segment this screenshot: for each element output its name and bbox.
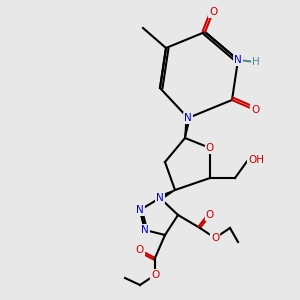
Text: O: O (209, 7, 217, 17)
Text: O: O (211, 233, 219, 243)
Text: N: N (141, 225, 149, 235)
Text: O: O (251, 105, 259, 115)
Text: H: H (252, 57, 260, 67)
Text: O: O (136, 245, 144, 255)
Text: O: O (151, 270, 159, 280)
Polygon shape (185, 118, 190, 138)
Text: N: N (156, 193, 164, 203)
Text: N: N (184, 113, 192, 123)
Text: N: N (234, 55, 242, 65)
Text: O: O (206, 210, 214, 220)
Polygon shape (159, 190, 175, 200)
Text: O: O (206, 143, 214, 153)
Text: OH: OH (248, 155, 264, 165)
Text: N: N (136, 205, 144, 215)
